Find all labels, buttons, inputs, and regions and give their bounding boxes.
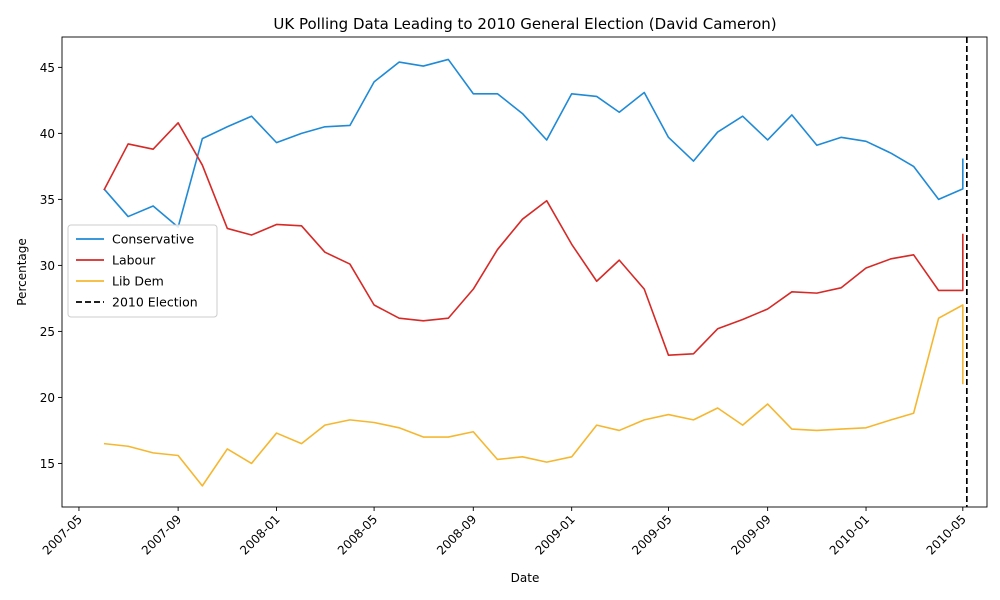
y-tick-label: 25: [40, 325, 55, 339]
legend-label: Lib Dem: [112, 274, 164, 289]
chart-title: UK Polling Data Leading to 2010 General …: [273, 15, 776, 33]
y-tick-label: 35: [40, 193, 55, 207]
series-line-lib-dem: [103, 304, 964, 487]
legend-label: Conservative: [112, 232, 194, 247]
series-line-conservative: [103, 58, 964, 228]
plot-frame: [61, 36, 988, 508]
x-axis-label: Date: [511, 571, 540, 585]
legend-label: 2010 Election: [112, 295, 198, 310]
plot-area: [103, 37, 968, 507]
y-tick-label: 30: [40, 259, 55, 273]
y-tick-label: 20: [40, 391, 55, 405]
y-axis-label: Percentage: [15, 238, 29, 306]
legend-label: Labour: [112, 253, 156, 268]
series-line-labour: [103, 122, 964, 356]
legend-box: [67, 224, 218, 318]
legend: Conservative Labour Lib Dem 2010 Election: [67, 224, 218, 318]
y-tick-label: 40: [40, 127, 55, 141]
y-tick-label: 15: [40, 457, 55, 471]
y-tick-label: 45: [40, 61, 55, 75]
